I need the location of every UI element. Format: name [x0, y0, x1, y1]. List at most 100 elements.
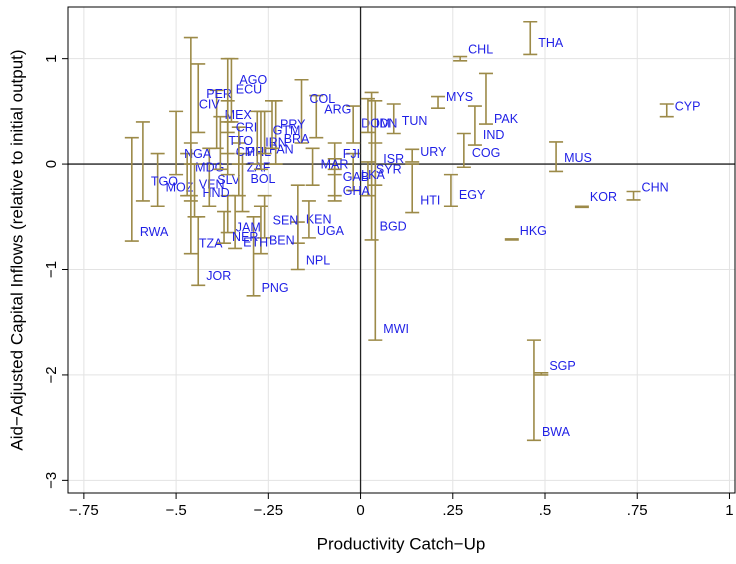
range-bar [294, 78, 309, 144]
country-label: UGA [317, 224, 345, 238]
country-label: CYP [675, 99, 701, 113]
country-label: COL [310, 92, 336, 106]
x-tick-label: .75 [627, 502, 648, 519]
country-label: EGY [459, 188, 486, 202]
range-bar [191, 63, 206, 134]
x-axis-title: Productivity Catch−Up [317, 534, 486, 553]
country-label: CHN [642, 181, 669, 195]
country-label: SEN [273, 213, 299, 227]
range-bar [346, 152, 361, 192]
range-bar [431, 95, 446, 110]
country-label: MWI [383, 322, 409, 336]
range-bar [327, 142, 342, 176]
range-bar [368, 100, 383, 341]
y-tick-label: −1 [43, 261, 60, 278]
country-label: MEX [225, 108, 253, 122]
range-bar [169, 110, 184, 176]
country-label: NGA [184, 147, 212, 161]
y-axis-title: Aid−Adjusted Capital Inflows (relative t… [7, 49, 26, 450]
range-bar [253, 205, 268, 255]
country-label: SYR [376, 163, 402, 177]
country-label: ARG [324, 103, 351, 117]
range-bar [659, 103, 674, 118]
range-bar [526, 339, 541, 442]
country-label: ECU [236, 83, 262, 97]
range-bar [467, 105, 482, 146]
x-tick-label: −.25 [254, 502, 284, 519]
country-label: URY [420, 145, 447, 159]
range-bar [231, 126, 246, 165]
x-tick-label: 1 [725, 502, 733, 519]
country-label: NPL [306, 253, 330, 267]
country-label: MYS [446, 90, 473, 104]
country-label: MAR [321, 157, 349, 171]
range-bar [443, 173, 458, 208]
range-bar [305, 147, 320, 186]
range-bar [360, 161, 375, 197]
range-bar [309, 94, 324, 139]
country-label: AGO [239, 73, 267, 87]
country-label: IRN [265, 135, 287, 149]
y-tick-label: −3 [43, 472, 60, 489]
range-bar [478, 72, 493, 125]
range-bar [549, 141, 564, 173]
range-bar [257, 194, 272, 239]
range-bar [574, 205, 589, 209]
country-label: JAM [236, 221, 261, 235]
range-bar [504, 238, 519, 241]
country-label: THA [538, 36, 564, 50]
y-tick-label: −2 [43, 366, 60, 383]
country-label: JOR [206, 269, 231, 283]
range-bar [180, 152, 195, 197]
country-label: ETH [243, 235, 268, 249]
range-bar [135, 121, 150, 202]
x-tick-label: 0 [356, 502, 364, 519]
country-label: SGP [549, 359, 575, 373]
y-tick-label: 1 [43, 54, 60, 62]
y-tick-label: 0 [43, 160, 60, 168]
range-bar [346, 105, 361, 144]
range-bar [257, 110, 272, 155]
country-label: KEN [306, 212, 332, 226]
country-label: TTO [228, 134, 253, 148]
country-label: PER [206, 87, 232, 101]
range-bar [534, 372, 549, 376]
range-bar [386, 103, 401, 135]
range-bar [124, 136, 139, 242]
country-label: PRY [280, 117, 306, 131]
country-label: FJI [343, 147, 360, 161]
range-bar [217, 210, 232, 244]
range-bar [150, 152, 165, 208]
country-label: CRI [236, 121, 258, 135]
range-bar [405, 163, 420, 214]
range-bar [626, 190, 641, 201]
range-bar [246, 215, 261, 297]
country-label: SLV [217, 173, 240, 187]
range-bar [235, 152, 250, 213]
country-label: HKG [520, 224, 547, 238]
plot-frame [67, 6, 736, 494]
range-bar [453, 55, 468, 62]
x-tick-label: −.5 [165, 502, 186, 519]
country-label: ZAF [247, 161, 271, 175]
country-label: LKA [361, 168, 385, 182]
range-bar [456, 132, 471, 169]
x-tick-label: −.75 [69, 502, 99, 519]
range-bar [364, 91, 379, 241]
range-bar [301, 200, 316, 239]
country-label: KOR [590, 190, 617, 204]
range-bar [209, 89, 224, 150]
x-tick-label: .25 [442, 502, 463, 519]
range-bar [213, 115, 228, 171]
country-label: BWA [542, 425, 571, 439]
country-label: RWA [140, 225, 169, 239]
country-label: ISR [383, 152, 404, 166]
country-label: HTI [420, 193, 440, 207]
range-bar [265, 100, 280, 150]
country-label: TUN [402, 114, 428, 128]
country-label: BRA [284, 132, 310, 146]
range-bar [290, 221, 305, 271]
country-label: BGD [380, 220, 407, 234]
